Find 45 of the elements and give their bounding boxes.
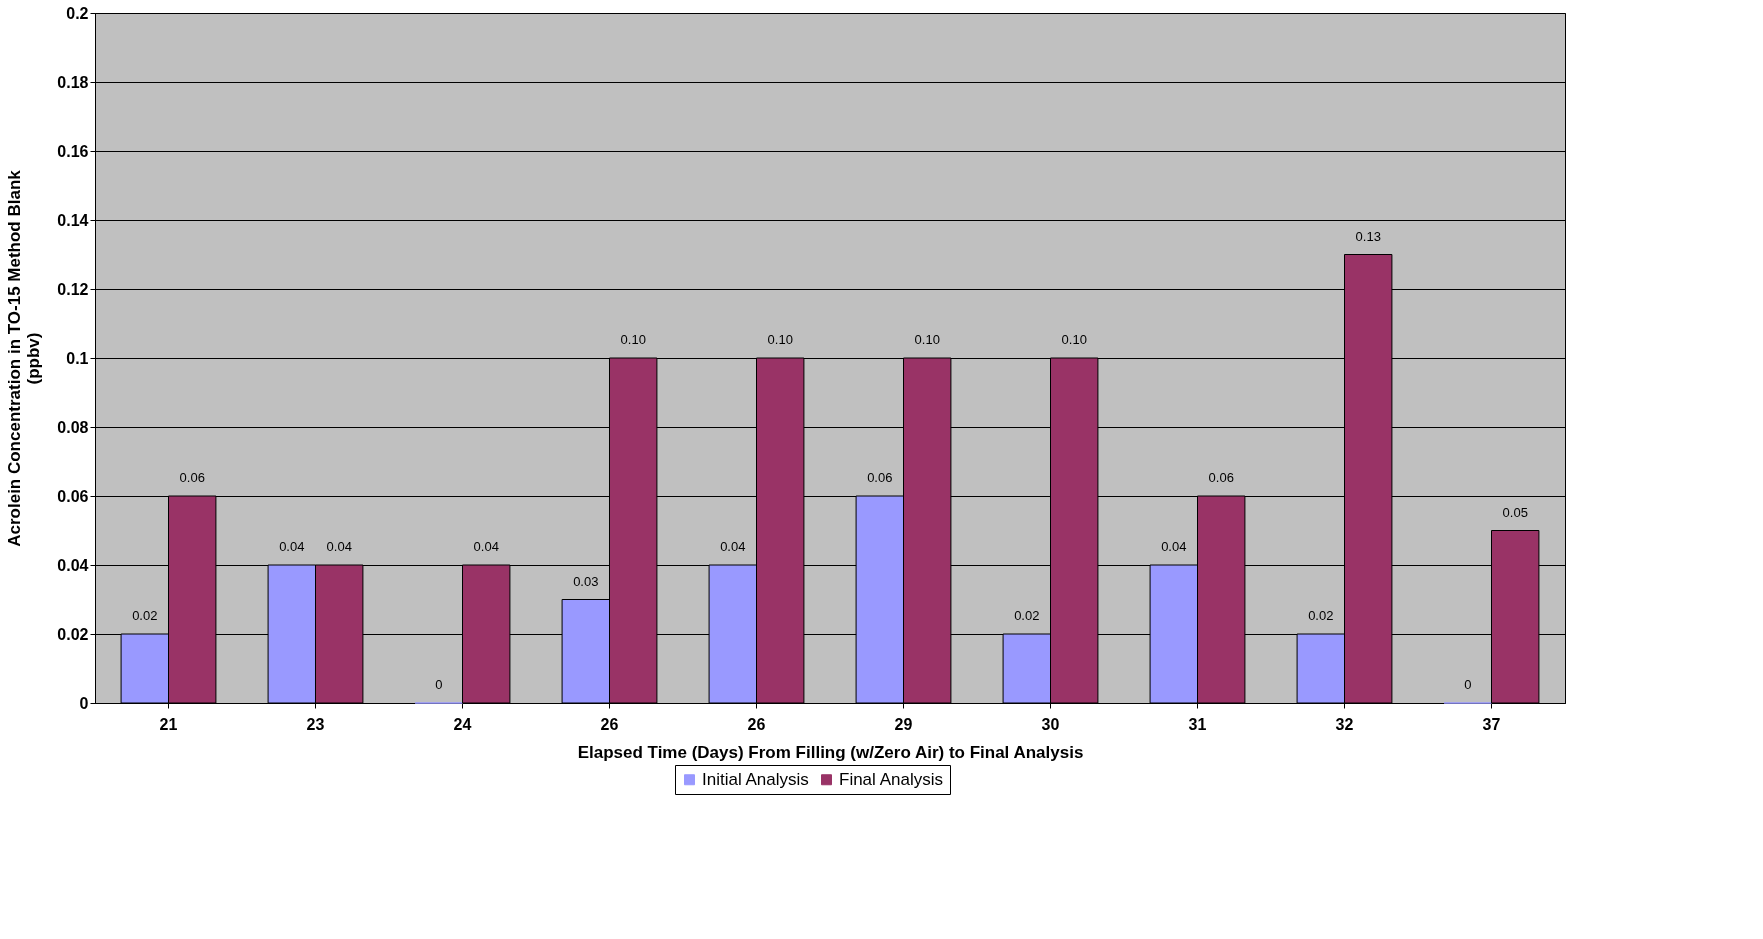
data-label: 0.06 <box>867 470 893 485</box>
data-label: 0 <box>435 677 443 692</box>
y-tick-label: 0.2 <box>66 4 89 22</box>
x-tick-label: 29 <box>894 715 913 733</box>
data-label: 0.04 <box>279 539 305 554</box>
x-tick-label: 23 <box>306 715 325 733</box>
x-tick-label: 26 <box>600 715 619 733</box>
data-label: 0.13 <box>1355 228 1381 244</box>
x-axis-title: Elapsed Time (Days) From Filling (w/Zero Air) to Final Analysis <box>577 742 1084 762</box>
data-label: 0.06 <box>1208 470 1234 485</box>
y-tick-label: 0.06 <box>57 487 89 505</box>
data-label: 0.02 <box>1014 608 1040 623</box>
legend-label: Final Analysis <box>839 769 943 789</box>
x-tick-label: 21 <box>159 715 178 733</box>
data-label: 0.02 <box>132 608 158 623</box>
y-tick-label: 0.16 <box>57 142 89 160</box>
y-tick-label: 0.14 <box>57 211 89 229</box>
x-tick-label: 30 <box>1041 715 1060 733</box>
data-label: 0.04 <box>1161 539 1187 554</box>
y-tick-label: 0.04 <box>57 556 89 574</box>
data-label: 0 <box>1464 677 1472 692</box>
y-tick-label: 0.18 <box>57 73 89 91</box>
data-label: 0.02 <box>1308 608 1334 623</box>
data-label: 0.05 <box>1502 504 1528 520</box>
y-tick-label: 0.02 <box>57 625 89 643</box>
data-label: 0.10 <box>767 332 793 347</box>
data-label: 0.04 <box>720 539 746 554</box>
y-tick-label: 0.12 <box>57 280 89 298</box>
x-tick-label: 37 <box>1482 715 1501 733</box>
data-label: 0.10 <box>1061 332 1087 347</box>
data-label: 0.10 <box>914 332 940 347</box>
y-tick-label: 0.08 <box>57 418 89 436</box>
data-label: 0.04 <box>326 539 352 554</box>
x-tick-label: 32 <box>1335 715 1354 733</box>
y-axis-title: Acrolein Concentration in TO-15 Method Blank (ppbv) <box>5 169 44 547</box>
x-tick-label: 26 <box>747 715 766 733</box>
data-label: 0.10 <box>620 332 646 347</box>
y-tick-label: 0.1 <box>66 349 89 367</box>
data-label: 0.03 <box>573 573 599 589</box>
y-tick-label: 0 <box>79 694 89 712</box>
x-tick-label: 24 <box>453 715 472 733</box>
x-tick-label: 31 <box>1188 715 1207 733</box>
data-label: 0.04 <box>473 539 499 554</box>
legend-label: Initial Analysis <box>702 769 809 789</box>
data-label: 0.06 <box>179 470 205 485</box>
